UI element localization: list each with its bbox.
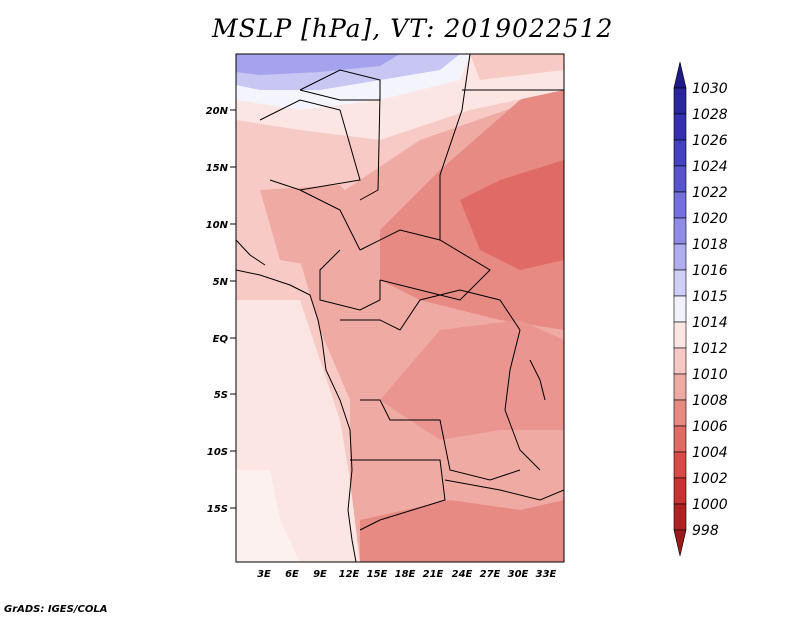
lon-label: 9E (313, 569, 327, 580)
colorbar-level-label: 1018 (692, 237, 728, 253)
colorbar-level-label: 1015 (692, 289, 728, 305)
pressure-field (236, 54, 564, 562)
colorbar-segment (673, 191, 687, 219)
colorbar-level-label: 1006 (692, 419, 728, 435)
colorbar-segment (673, 243, 687, 271)
border-angola (350, 459, 446, 531)
lon-label: 33E (536, 569, 557, 580)
colorbar-level-label: 1024 (692, 159, 728, 175)
lon-label: 15E (367, 569, 388, 580)
colorbar-level-label: 1004 (692, 445, 728, 461)
border-chad-east (439, 54, 471, 240)
colorbar-level-label: 1028 (692, 107, 728, 123)
map-title: MSLP [hPa], VT: 2019022512 (212, 14, 614, 43)
border-lakes (529, 359, 546, 401)
border-congo (340, 289, 521, 331)
field-north-1018 (236, 54, 400, 75)
colorbar-segment (673, 61, 687, 89)
border-niger (259, 99, 361, 191)
lat-label: 15S (207, 504, 228, 515)
field-northeast-1012 (470, 54, 564, 80)
lat-axis: 20N 15N 10N 5N EQ 5S 10S 15S (206, 106, 236, 515)
lon-label: 12E (339, 569, 360, 580)
colorbar-segment (673, 321, 687, 349)
coastline-gulf (236, 239, 266, 266)
colorbar-level-label: 1016 (692, 263, 728, 279)
field-south-1006 (360, 500, 564, 562)
colorbar-level-label: 1022 (692, 185, 728, 201)
colorbar-level-label: 1030 (692, 81, 728, 97)
colorbar-level-label: 1026 (692, 133, 728, 149)
border-zambia (444, 479, 564, 501)
lat-label: 20N (206, 106, 229, 117)
border-libya-north (299, 69, 381, 101)
colorbar-level-label: 1014 (692, 315, 728, 331)
grads-credit: GrADS: IGES/COLA (4, 604, 108, 615)
lat-label: 5S (214, 390, 228, 401)
border-chad-west (359, 94, 381, 201)
colorbar-segment (673, 87, 687, 115)
colorbar-level-label: 1002 (692, 471, 728, 487)
lon-label: 3E (257, 569, 271, 580)
colorbar-segment (673, 295, 687, 323)
lat-label: 5N (213, 277, 229, 288)
field-congo-1006 (380, 320, 564, 440)
colorbar-level-label: 1020 (692, 211, 728, 227)
colorbar-segment (673, 477, 687, 505)
border-drc-south (360, 399, 521, 481)
colorbar-segment (673, 217, 687, 245)
colorbar-segment (673, 451, 687, 479)
colorbar-segment (673, 165, 687, 193)
colorbar-segment (673, 425, 687, 453)
colorbar-level-label: 1008 (692, 393, 728, 409)
lat-label: EQ (213, 334, 229, 345)
lon-label: 6E (285, 569, 299, 580)
lat-label: 10S (207, 447, 228, 458)
coastline-west (236, 269, 357, 562)
lon-label: 24E (452, 569, 473, 580)
lon-label: 21E (423, 569, 444, 580)
colorbar-segment (673, 529, 687, 557)
colorbar-segment (673, 503, 687, 531)
colorbar-segment (673, 139, 687, 167)
colorbar-level-label: 1000 (692, 497, 728, 513)
colorbar-level-label: 1010 (692, 367, 728, 383)
colorbar-segment (673, 373, 687, 401)
lon-label: 27E (480, 569, 501, 580)
colorbar-level-label: 1012 (692, 341, 728, 357)
colorbar-level-label: 998 (692, 523, 719, 539)
field-west-sahel-1008 (260, 185, 380, 270)
map-frame (235, 53, 565, 563)
field-southwest-lightest (236, 470, 300, 562)
border-nigeria (299, 189, 361, 251)
colorbar-segment (673, 399, 687, 427)
lat-label: 15N (206, 163, 229, 174)
border-drc-east (504, 329, 541, 471)
colorbar-segment (673, 347, 687, 375)
lat-label: 10N (206, 220, 229, 231)
colorbar: 1030 1028 1026 1024 1022 1020 1018 1016 1015 1014… (673, 61, 728, 557)
lon-label: 30E (508, 569, 529, 580)
field-sudan-1004 (460, 160, 564, 270)
border-car (359, 229, 491, 301)
lon-axis: 3E 6E 9E 12E 15E 18E 21E 24E 27E 30E 33E (257, 569, 556, 580)
colorbar-segment (673, 269, 687, 297)
colorbar-segment (673, 113, 687, 141)
country-borders (236, 54, 564, 562)
lon-label: 18E (395, 569, 416, 580)
border-cameroon (319, 249, 381, 311)
